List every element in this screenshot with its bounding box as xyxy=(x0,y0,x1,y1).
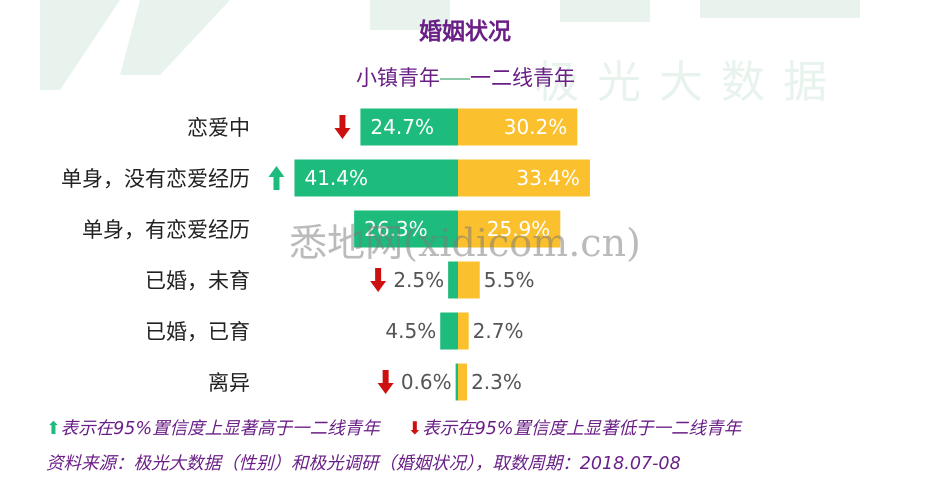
up-note-text: 表示在95%置信度上显著高于一二线青年 xyxy=(60,419,380,439)
right-value-label: 33.4% xyxy=(516,166,580,190)
watermark-shapes xyxy=(40,0,860,90)
left-bar xyxy=(440,312,458,350)
left-value-label: 26.3% xyxy=(364,217,428,241)
right-bar xyxy=(458,261,480,299)
left-value-label: 2.5% xyxy=(393,268,444,292)
right-value-label: 2.7% xyxy=(473,319,524,343)
up-arrow-icon xyxy=(268,166,285,190)
legend-left-series: 小镇青年 xyxy=(356,66,440,90)
category-label: 离异 xyxy=(208,371,250,395)
right-bar xyxy=(458,312,469,350)
overlay-watermark: 悉地网(xidicom.cn) xyxy=(289,221,641,265)
left-value-label: 4.5% xyxy=(385,319,436,343)
right-value-label: 5.5% xyxy=(484,268,535,292)
left-value-label: 24.7% xyxy=(370,115,434,139)
category-label: 单身，有恋爱经历 xyxy=(82,218,250,242)
category-label: 已婚，已育 xyxy=(145,320,250,344)
down-arrow-icon: ⬇ xyxy=(407,419,423,439)
left-value-label: 0.6% xyxy=(401,370,452,394)
left-bar xyxy=(354,210,458,248)
source-note: 资料来源：极光大数据（性别）和极光调研（婚姻状况），取数周期：2018.07-0… xyxy=(46,454,681,474)
right-value-label: 25.9% xyxy=(487,217,551,241)
right-bar xyxy=(458,210,561,248)
left-bar xyxy=(448,261,458,299)
up-arrow-icon: ⬆ xyxy=(46,419,61,439)
right-value-label: 2.3% xyxy=(471,370,522,394)
right-bar xyxy=(458,108,578,146)
right-bar xyxy=(458,363,468,401)
chart: 恋爱中 24.7% 30.2% 单身，没有恋爱经历 41.4% 33.4% 单身，有恋爱经历… xyxy=(61,108,590,401)
left-bar xyxy=(360,108,458,146)
chart-title: 婚姻状况 xyxy=(419,19,511,45)
watermark-brand: 极光大数据 xyxy=(535,57,845,108)
category-label: 已婚，未育 xyxy=(145,269,250,293)
down-arrow-icon xyxy=(334,115,351,139)
category-label: 单身，没有恋爱经历 xyxy=(61,167,250,191)
significance-note: ⬆表示在95%置信度上显著高于一二线青年 ⬇表示在95%置信度上显著低于一二线青… xyxy=(46,415,741,440)
down-arrow-icon xyxy=(377,370,394,394)
left-value-label: 41.4% xyxy=(304,166,368,190)
legend-divider xyxy=(440,78,470,80)
down-arrow-icon xyxy=(370,268,387,292)
right-bar xyxy=(458,159,590,197)
legend-right-series: 一二线青年 xyxy=(470,66,575,90)
down-note-text: 表示在95%置信度上显著低于一二线青年 xyxy=(422,419,741,439)
left-bar xyxy=(294,159,458,197)
category-label: 恋爱中 xyxy=(187,116,250,140)
right-value-label: 30.2% xyxy=(504,115,568,139)
left-bar xyxy=(455,363,458,401)
